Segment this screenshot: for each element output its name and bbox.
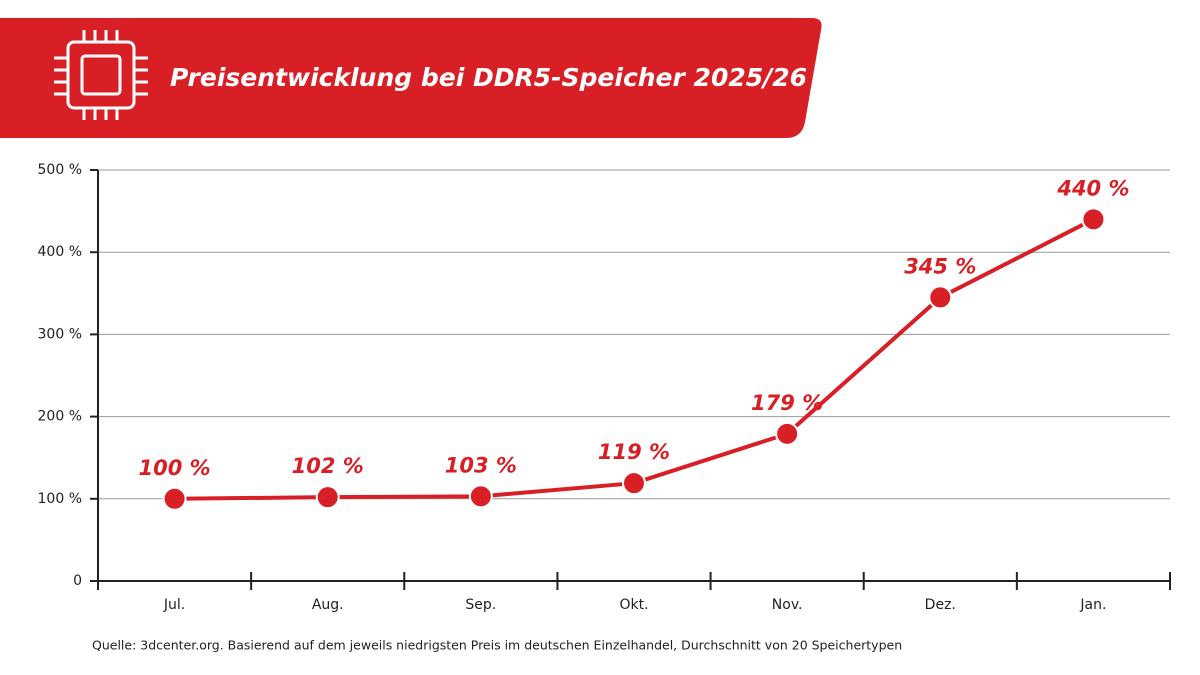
value-label: 440 % <box>1056 176 1129 200</box>
point <box>468 484 493 509</box>
value-label: 179 % <box>751 391 823 415</box>
chart-title: Preisentwicklung bei DDR5-Speicher 2025/… <box>170 63 807 92</box>
point <box>928 285 953 310</box>
y-tick-label: 400 % <box>38 244 82 260</box>
x-tick-label: Nov. <box>772 597 803 613</box>
y-tick-label: 0 <box>73 573 82 589</box>
value-label: 102 % <box>292 454 364 478</box>
value-label: 100 % <box>138 456 210 480</box>
point <box>622 471 646 496</box>
chip-icon <box>54 30 148 120</box>
point <box>775 421 800 446</box>
header-banner <box>0 18 822 138</box>
x-tick-label: Sep. <box>465 597 496 613</box>
source-note: Quelle: 3dcenter.org. Basierend auf dem … <box>92 638 902 653</box>
point <box>1081 207 1106 232</box>
x-tick-label: Aug. <box>312 597 344 613</box>
y-tick-label: 500 % <box>38 162 82 178</box>
x-tick-label: Jul. <box>163 597 185 613</box>
x-tick-label: Dez. <box>925 597 956 613</box>
value-label: 119 % <box>598 440 670 464</box>
y-tick-label: 300 % <box>38 326 82 342</box>
value-label: 345 % <box>904 254 976 278</box>
x-tick-label: Jan. <box>1079 597 1106 613</box>
x-tick-label: Okt. <box>619 597 648 613</box>
point <box>315 485 340 510</box>
point <box>162 486 187 511</box>
y-tick-label: 200 % <box>38 409 82 425</box>
value-label: 103 % <box>445 453 517 477</box>
y-tick-label: 100 % <box>38 491 82 507</box>
